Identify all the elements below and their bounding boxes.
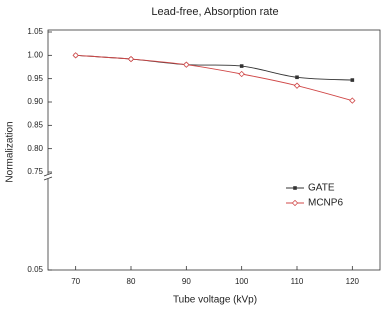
axis-break-gap: [44, 174, 52, 179]
data-point: [349, 97, 356, 104]
y-tick-label: 0.05: [27, 265, 43, 274]
y-tick-label: 0.75: [27, 167, 43, 176]
y-tick-label: 0.95: [27, 74, 43, 83]
x-tick-label: 80: [127, 277, 136, 286]
legend-label: GATE: [308, 183, 335, 194]
x-tick-label: 100: [235, 277, 249, 286]
y-tick-label: 1.00: [27, 50, 43, 59]
data-point: [72, 52, 79, 59]
series-line: [75, 54, 353, 102]
data-point: [183, 61, 190, 68]
plot-frame: [47, 29, 381, 271]
data-point: [239, 64, 244, 68]
legend-marker: [291, 199, 299, 207]
chart-title: Lead-free, Absorption rate: [151, 6, 278, 18]
legend-label: MCNP6: [308, 198, 343, 209]
y-tick-label: 0.85: [27, 120, 43, 129]
y-axis-title: Normalization: [5, 121, 16, 182]
data-point: [350, 78, 355, 82]
x-axis-title: Tube voltage (kVp): [173, 295, 257, 306]
axis-break: [43, 176, 53, 181]
x-tick-label: 120: [346, 277, 360, 286]
axis-break: [43, 172, 53, 177]
y-tick-label: 0.80: [27, 144, 43, 153]
y-tick-label: 0.90: [27, 97, 43, 106]
x-tick-label: 70: [71, 277, 80, 286]
x-tick-label: 110: [291, 277, 304, 286]
series-line: [75, 54, 353, 81]
data-point: [293, 82, 301, 89]
legend-marker: [293, 186, 297, 190]
data-point: [295, 75, 299, 80]
data-point: [127, 55, 135, 63]
x-tick-label: 90: [182, 277, 191, 286]
data-point: [238, 70, 245, 78]
y-tick-label: 1.05: [27, 27, 43, 36]
